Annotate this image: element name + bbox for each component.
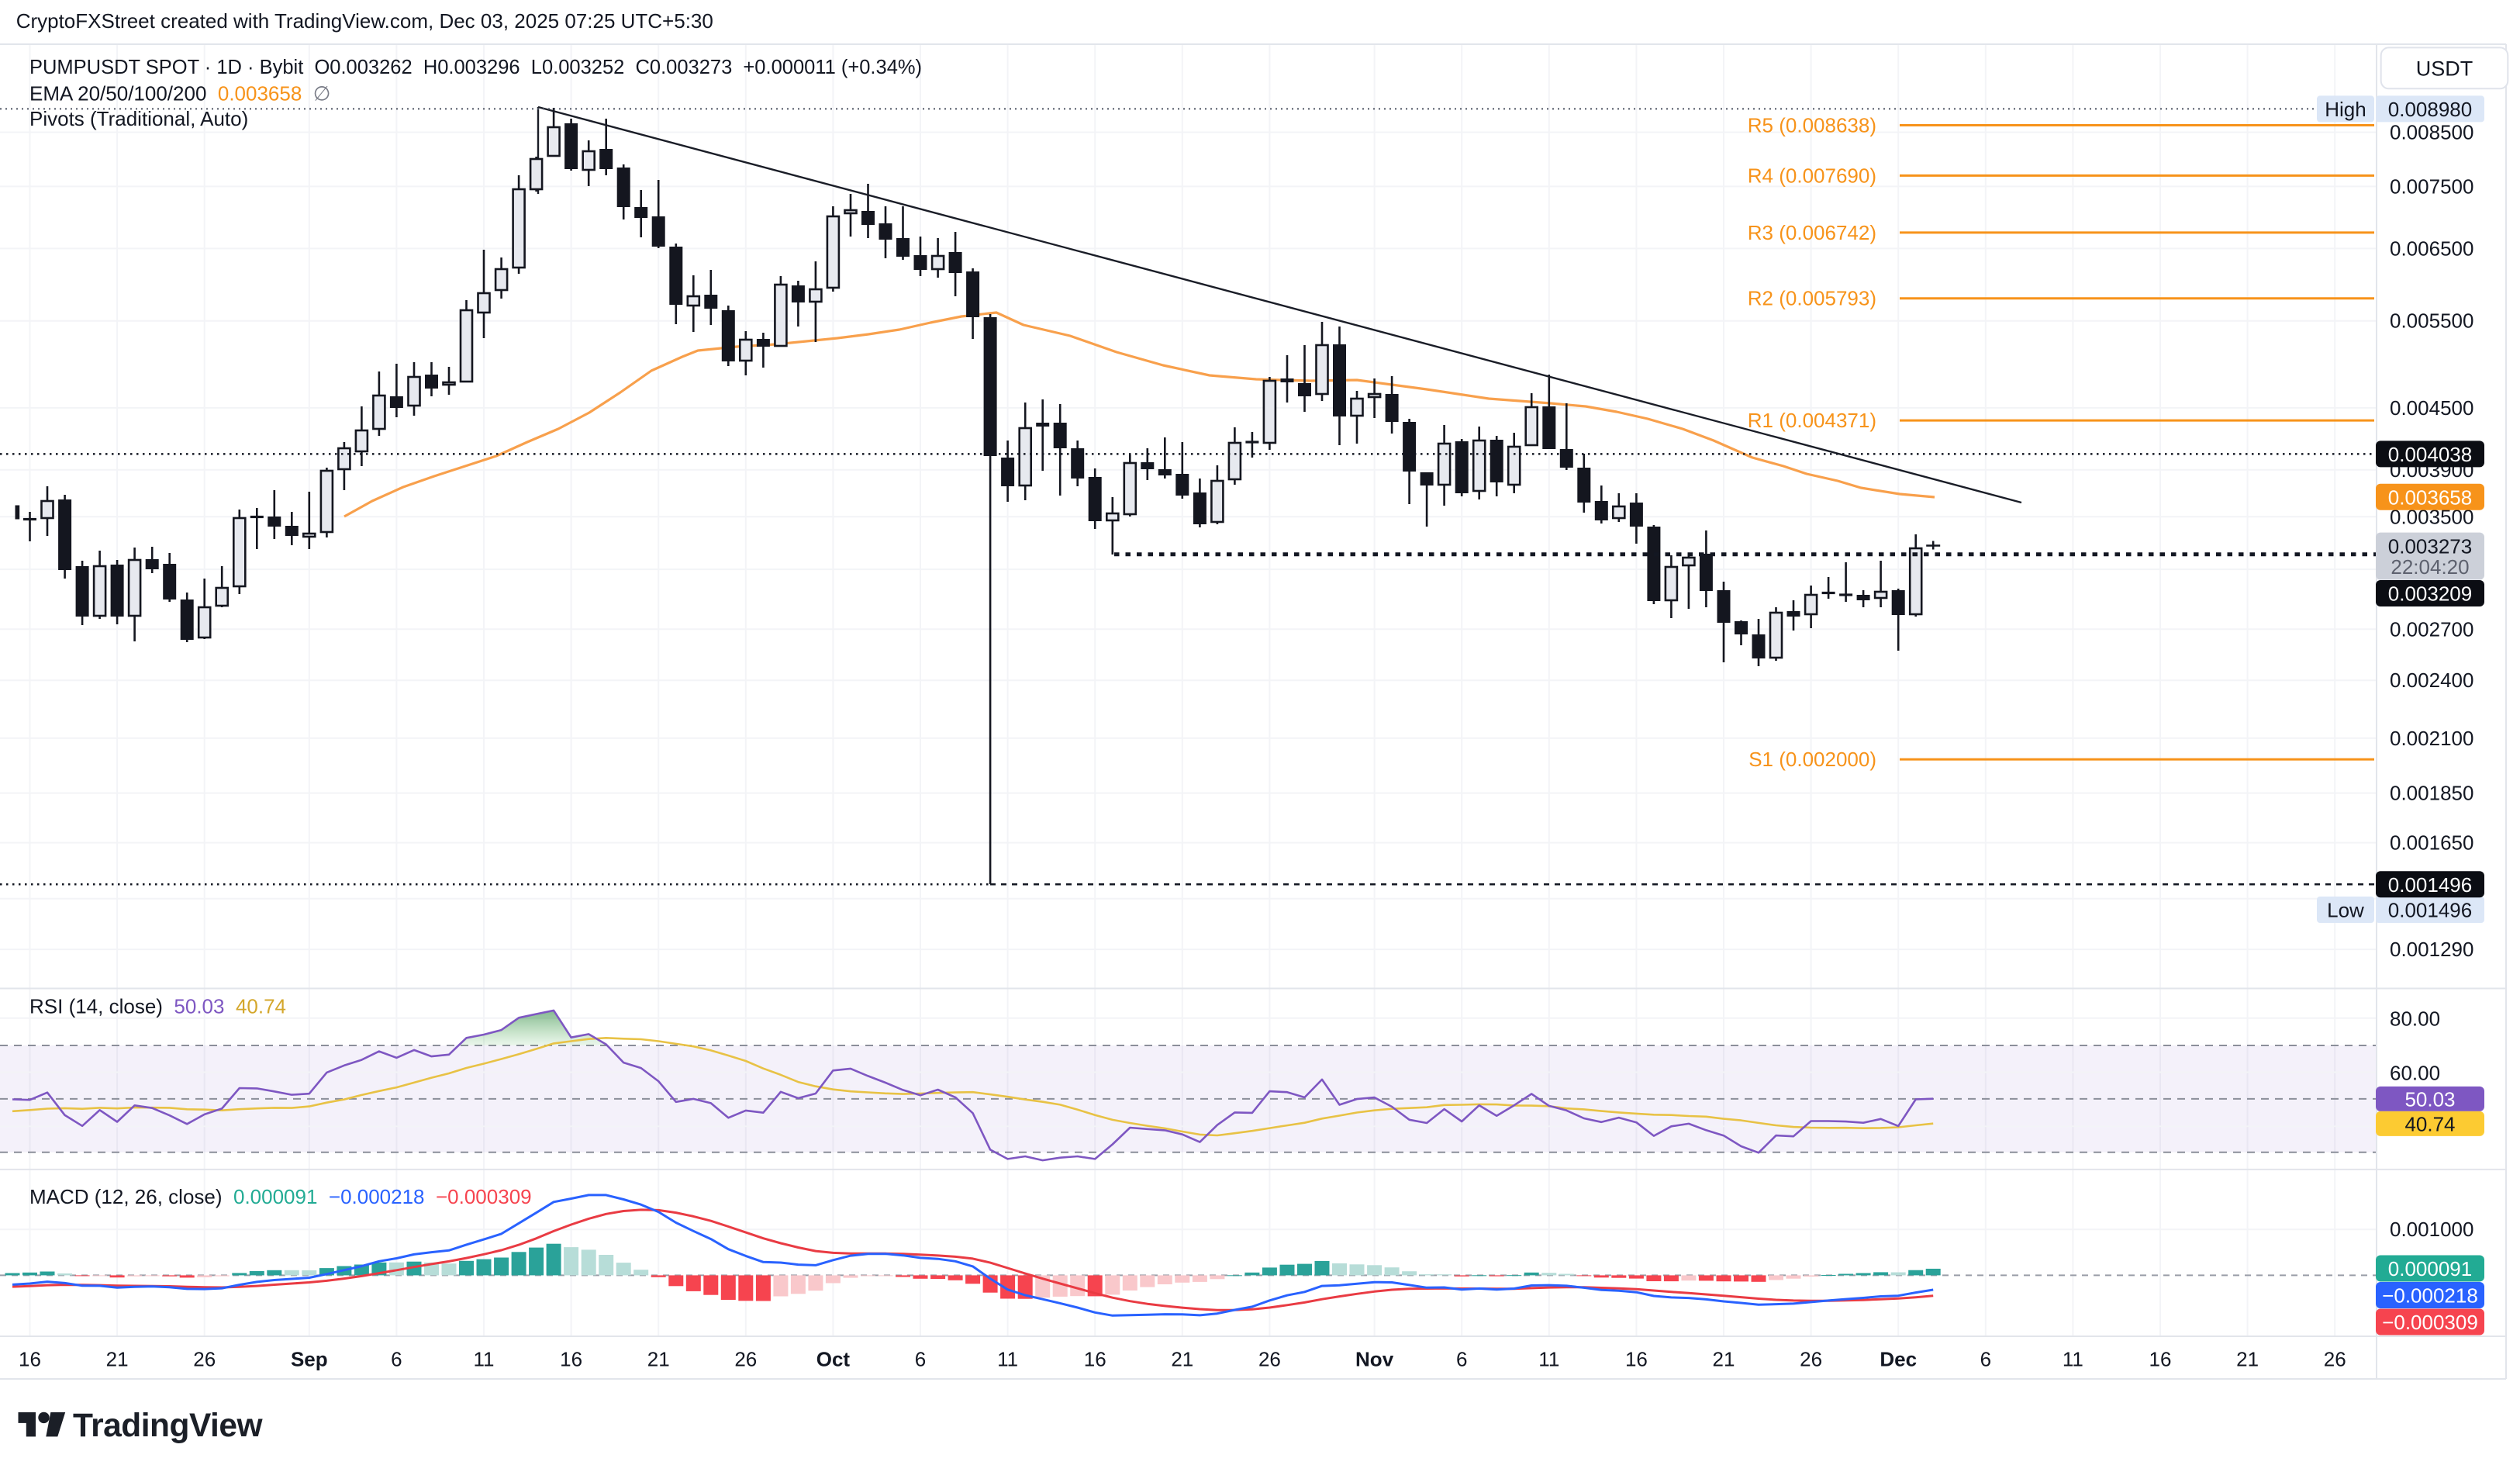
svg-text:R4 (0.007690): R4 (0.007690) xyxy=(1748,164,1876,187)
svg-text:MACD (12, 26, close) 0.000091: MACD (12, 26, close) 0.000091 −0.000218 … xyxy=(29,1185,532,1208)
svg-text:0.001496: 0.001496 xyxy=(2388,899,2472,922)
svg-text:16: 16 xyxy=(2149,1348,2172,1371)
svg-text:PUMPUSDT SPOT · 1D · Bybit O0: PUMPUSDT SPOT · 1D · Bybit O0.003262 H0.… xyxy=(29,57,922,78)
svg-text:0.003273: 0.003273 xyxy=(2388,534,2472,558)
svg-text:6: 6 xyxy=(915,1348,926,1371)
svg-text:0.005500: 0.005500 xyxy=(2390,309,2473,333)
svg-text:Dec: Dec xyxy=(1880,1348,1917,1371)
svg-text:0.000091: 0.000091 xyxy=(2388,1257,2472,1280)
svg-text:RSI (14, close) 50.03 40.74: RSI (14, close) 50.03 40.74 xyxy=(29,995,286,1018)
svg-text:6: 6 xyxy=(391,1348,402,1371)
svg-text:R1 (0.004371): R1 (0.004371) xyxy=(1748,409,1876,432)
svg-text:16: 16 xyxy=(1625,1348,1648,1371)
svg-text:26: 26 xyxy=(2324,1348,2346,1371)
svg-text:11: 11 xyxy=(2063,1348,2083,1371)
svg-text:0.006500: 0.006500 xyxy=(2390,237,2473,260)
svg-text:0.001000: 0.001000 xyxy=(2390,1218,2473,1241)
svg-text:16: 16 xyxy=(19,1348,41,1371)
svg-text:16: 16 xyxy=(560,1348,582,1371)
svg-text:0.007500: 0.007500 xyxy=(2390,174,2473,198)
svg-text:0.001850: 0.001850 xyxy=(2390,782,2473,805)
svg-text:Nov: Nov xyxy=(1355,1348,1394,1371)
svg-text:High: High xyxy=(2325,98,2366,121)
svg-text:TradingView: TradingView xyxy=(73,1408,264,1444)
svg-text:USDT: USDT xyxy=(2416,57,2473,80)
svg-text:0.002400: 0.002400 xyxy=(2390,669,2473,692)
svg-text:0.008500: 0.008500 xyxy=(2390,121,2473,144)
svg-text:6: 6 xyxy=(1456,1348,1467,1371)
svg-text:26: 26 xyxy=(1800,1348,1822,1371)
svg-text:0.001496: 0.001496 xyxy=(2388,873,2472,897)
svg-text:11: 11 xyxy=(997,1348,1018,1371)
svg-text:6: 6 xyxy=(1980,1348,1991,1371)
svg-text:Pivots (Traditional, Auto): Pivots (Traditional, Auto) xyxy=(29,107,248,130)
svg-text:16: 16 xyxy=(1084,1348,1106,1371)
svg-text:21: 21 xyxy=(2236,1348,2259,1371)
svg-text:S1 (0.002000): S1 (0.002000) xyxy=(1748,748,1876,771)
svg-text:50.03: 50.03 xyxy=(2404,1087,2455,1111)
svg-text:0.001650: 0.001650 xyxy=(2390,831,2473,855)
svg-text:EMA 20/50/100/200 0.003658 ∅: EMA 20/50/100/200 0.003658 ∅ xyxy=(29,82,330,105)
svg-text:21: 21 xyxy=(1713,1348,1735,1371)
svg-text:Oct: Oct xyxy=(816,1348,851,1371)
svg-text:11: 11 xyxy=(1538,1348,1559,1371)
svg-text:11: 11 xyxy=(474,1348,495,1371)
svg-text:Low: Low xyxy=(2327,899,2364,922)
svg-text:60.00: 60.00 xyxy=(2390,1061,2440,1084)
svg-text:Sep: Sep xyxy=(291,1348,328,1371)
svg-text:−0.000309: −0.000309 xyxy=(2382,1311,2478,1334)
svg-text:0.004500: 0.004500 xyxy=(2390,396,2473,420)
svg-text:R5 (0.008638): R5 (0.008638) xyxy=(1748,114,1876,137)
svg-text:0.002700: 0.002700 xyxy=(2390,617,2473,641)
svg-text:21: 21 xyxy=(647,1348,670,1371)
svg-text:CryptoFXStreet created with Tr: CryptoFXStreet created with TradingView.… xyxy=(16,9,713,33)
svg-text:21: 21 xyxy=(1171,1348,1193,1371)
svg-text:0.002100: 0.002100 xyxy=(2390,727,2473,750)
svg-text:0.003209: 0.003209 xyxy=(2388,582,2472,606)
svg-text:0.003658: 0.003658 xyxy=(2388,485,2472,509)
svg-text:22:04:20: 22:04:20 xyxy=(2391,555,2469,579)
svg-text:21: 21 xyxy=(106,1348,129,1371)
svg-text:26: 26 xyxy=(734,1348,757,1371)
svg-text:80.00: 80.00 xyxy=(2390,1007,2440,1031)
svg-text:26: 26 xyxy=(193,1348,216,1371)
svg-text:0.001290: 0.001290 xyxy=(2390,938,2473,961)
svg-text:0.004038: 0.004038 xyxy=(2388,443,2472,466)
svg-text:0.008980: 0.008980 xyxy=(2388,98,2472,121)
svg-text:R2 (0.005793): R2 (0.005793) xyxy=(1748,287,1876,310)
svg-text:−0.000218: −0.000218 xyxy=(2382,1284,2478,1308)
svg-text:R3 (0.006742): R3 (0.006742) xyxy=(1748,221,1876,244)
svg-text:26: 26 xyxy=(1258,1348,1281,1371)
svg-text:40.74: 40.74 xyxy=(2404,1112,2455,1135)
